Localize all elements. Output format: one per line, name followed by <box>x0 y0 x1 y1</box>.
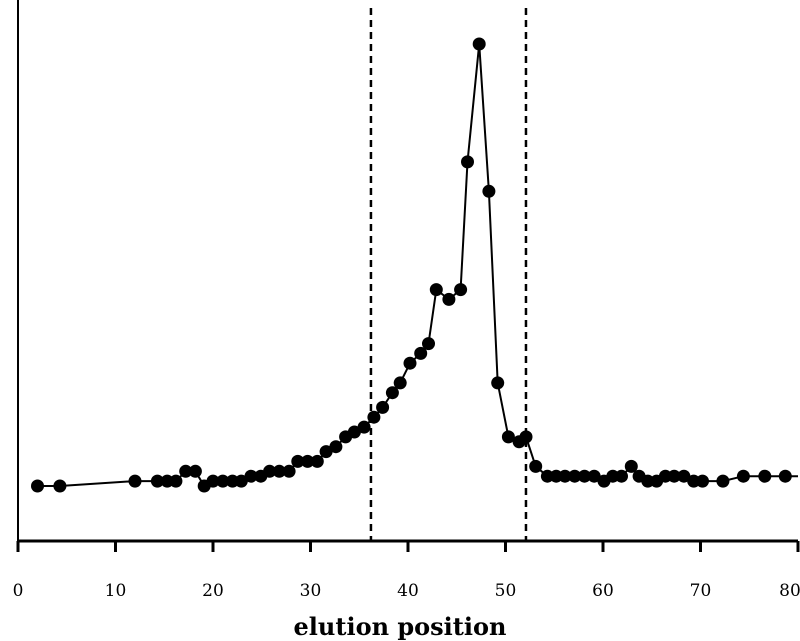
data-point <box>615 469 628 483</box>
x-tick-label-30: 30 <box>300 581 322 601</box>
data-point <box>244 469 258 483</box>
x-tick-label-20: 20 <box>202 581 224 601</box>
data-point <box>736 469 750 483</box>
data-point <box>347 425 361 439</box>
x-tick-label-50: 50 <box>495 581 517 601</box>
data-point <box>301 454 315 468</box>
data-point <box>454 283 468 297</box>
data-point <box>414 346 428 360</box>
data-point <box>461 155 474 169</box>
reference-lines <box>369 8 528 541</box>
data-point <box>179 464 193 478</box>
data-point <box>150 474 164 488</box>
data-point <box>188 464 202 478</box>
data-point <box>216 474 230 488</box>
data-point <box>501 430 515 444</box>
x-tick-label-80: 80 <box>779 581 800 601</box>
data-point <box>169 474 183 488</box>
x-tick-label-40: 40 <box>397 581 419 601</box>
data-point <box>272 464 286 478</box>
data-point <box>385 386 399 400</box>
data-point <box>491 376 505 390</box>
data-point <box>329 440 343 454</box>
data-point <box>263 464 277 478</box>
data-point <box>558 469 572 483</box>
data-point <box>696 474 709 488</box>
data-point <box>677 469 691 483</box>
data-point <box>31 479 44 493</box>
data-series <box>31 37 798 493</box>
data-point <box>519 430 533 444</box>
data-point <box>587 469 601 483</box>
data-point <box>291 454 305 468</box>
x-axis-title: elution position <box>294 612 507 641</box>
x-tick-label-70: 70 <box>690 581 712 601</box>
data-point <box>429 283 443 297</box>
data-point <box>53 479 67 493</box>
data-point <box>128 474 142 488</box>
data-point <box>393 376 407 390</box>
data-point <box>234 474 248 488</box>
data-point <box>716 474 730 488</box>
x-tick-label-10: 10 <box>105 581 127 601</box>
x-axis-ticks: 0 10 20 30 40 50 60 70 80 <box>13 541 800 601</box>
data-point <box>367 410 381 424</box>
data-point <box>282 464 296 478</box>
data-point <box>357 420 371 434</box>
data-point <box>403 356 417 370</box>
data-point <box>422 337 435 351</box>
x-tick-label-0: 0 <box>13 581 24 601</box>
data-point <box>319 445 333 459</box>
data-point <box>482 184 496 198</box>
x-tick-label-60: 60 <box>592 581 614 601</box>
data-point <box>578 469 591 483</box>
data-point <box>376 400 390 414</box>
data-point <box>529 459 543 473</box>
data-point <box>667 469 681 483</box>
data-point <box>206 474 220 488</box>
data-point <box>624 459 638 473</box>
data-point <box>442 292 456 306</box>
data-point <box>778 469 792 483</box>
plot-frame <box>17 0 798 543</box>
data-point <box>758 469 772 483</box>
data-point <box>568 469 582 483</box>
data-point <box>472 37 486 51</box>
series-line-1 <box>37 43 798 488</box>
data-point <box>310 454 324 468</box>
